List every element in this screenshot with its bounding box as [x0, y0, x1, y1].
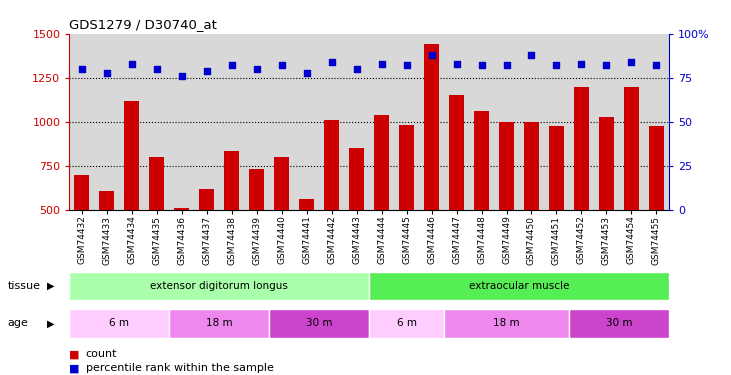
- Bar: [175, 208, 189, 210]
- Point: [501, 63, 512, 69]
- Text: extraocular muscle: extraocular muscle: [469, 281, 569, 291]
- Point: [376, 61, 387, 67]
- Text: 30 m: 30 m: [606, 318, 632, 328]
- Bar: [274, 157, 289, 210]
- Text: ■: ■: [69, 350, 83, 359]
- Text: 30 m: 30 m: [306, 318, 333, 328]
- Bar: [449, 96, 464, 210]
- Bar: [649, 126, 664, 210]
- Point: [226, 63, 238, 69]
- Point: [76, 66, 88, 72]
- Text: count: count: [86, 350, 117, 359]
- Bar: [374, 115, 389, 210]
- Bar: [424, 44, 439, 210]
- Text: tissue: tissue: [7, 281, 40, 291]
- Point: [601, 63, 613, 69]
- Bar: [69, 309, 170, 338]
- Point: [251, 66, 262, 72]
- Point: [276, 63, 287, 69]
- Bar: [224, 151, 239, 210]
- Point: [351, 66, 363, 72]
- Bar: [624, 87, 639, 210]
- Bar: [75, 175, 89, 210]
- Point: [201, 68, 213, 74]
- Bar: [474, 111, 489, 210]
- Bar: [524, 122, 539, 210]
- Text: ▶: ▶: [48, 318, 55, 328]
- Point: [651, 63, 662, 69]
- Point: [626, 59, 637, 65]
- Text: GDS1279 / D30740_at: GDS1279 / D30740_at: [69, 18, 217, 31]
- Text: 18 m: 18 m: [206, 318, 232, 328]
- Bar: [299, 200, 314, 210]
- Text: ▶: ▶: [48, 281, 55, 291]
- Bar: [574, 87, 589, 210]
- Bar: [599, 117, 614, 210]
- Text: extensor digitorum longus: extensor digitorum longus: [151, 281, 288, 291]
- Bar: [99, 190, 114, 210]
- Point: [301, 69, 313, 75]
- Point: [326, 59, 338, 65]
- Bar: [369, 272, 669, 300]
- Bar: [269, 309, 369, 338]
- Point: [151, 66, 163, 72]
- Point: [176, 73, 188, 79]
- Text: age: age: [7, 318, 29, 328]
- Point: [451, 61, 463, 67]
- Bar: [124, 101, 140, 210]
- Bar: [170, 309, 269, 338]
- Text: 6 m: 6 m: [397, 318, 417, 328]
- Bar: [69, 272, 369, 300]
- Point: [526, 52, 537, 58]
- Bar: [200, 189, 214, 210]
- Point: [575, 61, 587, 67]
- Bar: [324, 120, 339, 210]
- Text: 18 m: 18 m: [493, 318, 520, 328]
- Point: [476, 63, 488, 69]
- Point: [401, 63, 412, 69]
- Point: [126, 61, 137, 67]
- Bar: [549, 126, 564, 210]
- Text: ■: ■: [69, 363, 83, 373]
- Bar: [149, 157, 164, 210]
- Bar: [369, 309, 444, 338]
- Bar: [349, 148, 364, 210]
- Point: [550, 63, 562, 69]
- Bar: [499, 122, 514, 210]
- Bar: [569, 309, 669, 338]
- Text: 6 m: 6 m: [110, 318, 129, 328]
- Bar: [399, 125, 414, 210]
- Text: percentile rank within the sample: percentile rank within the sample: [86, 363, 273, 373]
- Bar: [249, 170, 264, 210]
- Point: [101, 69, 113, 75]
- Point: [425, 52, 437, 58]
- Bar: [444, 309, 569, 338]
